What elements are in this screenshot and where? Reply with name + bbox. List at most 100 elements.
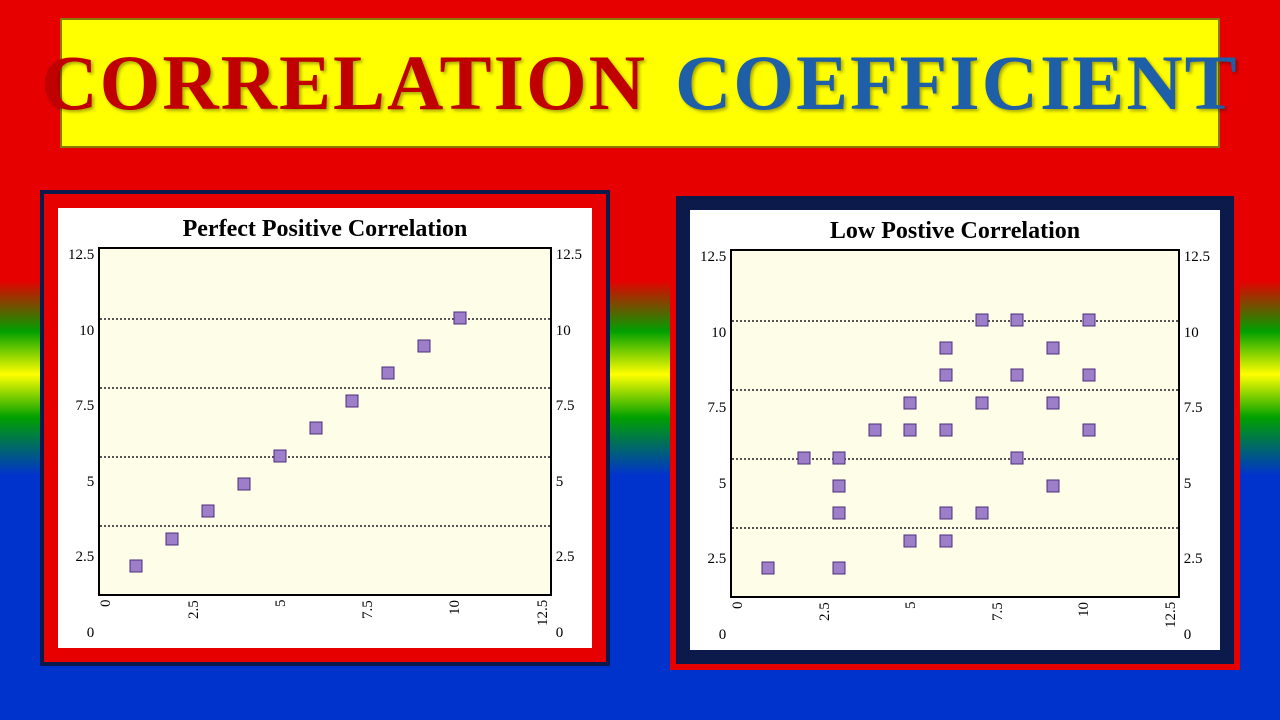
- y-tick-label: 2.5: [76, 549, 95, 566]
- y-tick-label: 0: [719, 627, 727, 644]
- y-tick-label: 0: [556, 625, 564, 642]
- y-tick-label: 7.5: [1184, 400, 1203, 417]
- scatter-marker: [1011, 314, 1024, 327]
- chart-left-plot-area: [98, 247, 552, 596]
- title-banner: CORRELATION COEFFICIENT: [60, 18, 1220, 148]
- scatter-marker: [417, 339, 430, 352]
- chart-frame-right: Low Postive Correlation 12.5 10 7.5 5 2.5 0 0…: [670, 190, 1240, 670]
- chart-left-x-axis: 0 2.5 5 7.5 10 12.5: [98, 596, 552, 642]
- x-tick-label: 0: [98, 600, 115, 642]
- y-tick-label: 2.5: [556, 549, 575, 566]
- chart-left-y-axis-left: 12.5107.552.50: [64, 247, 98, 642]
- scatter-marker: [797, 452, 810, 465]
- scatter-marker: [453, 312, 466, 325]
- y-tick-label: 10: [79, 323, 94, 340]
- chart-left-plot-center: 0 2.5 5 7.5 10 12.5: [98, 247, 552, 642]
- scatter-marker: [940, 534, 953, 547]
- scatter-marker: [904, 424, 917, 437]
- y-tick-label: 12.5: [556, 247, 582, 264]
- y-tick-label: 10: [1184, 325, 1199, 342]
- y-tick-label: 12.5: [1184, 249, 1210, 266]
- scatter-marker: [975, 507, 988, 520]
- scatter-marker: [940, 507, 953, 520]
- gridline: [100, 318, 550, 320]
- chart-right-title: Low Postive Correlation: [690, 210, 1220, 249]
- y-tick-label: 0: [1184, 627, 1192, 644]
- y-tick-label: 10: [556, 323, 571, 340]
- scatter-marker: [1082, 424, 1095, 437]
- gridline: [100, 525, 550, 527]
- scatter-marker: [904, 534, 917, 547]
- y-tick-label: 2.5: [708, 551, 727, 568]
- scatter-marker: [310, 422, 323, 435]
- gridline: [732, 527, 1178, 529]
- x-tick-label: 5: [273, 600, 290, 642]
- chart-card-right: Low Postive Correlation 12.5 10 7.5 5 2.5 0 0…: [690, 210, 1220, 650]
- scatter-marker: [1011, 369, 1024, 382]
- scatter-marker: [975, 314, 988, 327]
- title-word-2: COEFFICIENT: [675, 38, 1239, 128]
- x-tick-label: 7.5: [990, 602, 1007, 644]
- scatter-marker: [1047, 396, 1060, 409]
- y-tick-label: 5: [556, 474, 564, 491]
- chart-right-plot-zone: 12.5 10 7.5 5 2.5 0 0 2.5 5 7.5 10 12.5 12.5 10 7.5 5…: [690, 249, 1220, 650]
- y-tick-label: 5: [87, 474, 95, 491]
- scatter-marker: [761, 562, 774, 575]
- scatter-marker: [940, 424, 953, 437]
- scatter-marker: [345, 394, 358, 407]
- chart-left-plot-zone: 12.5 10 7.5 5 2.5 0 0 2.5 5 7.5 10 12.5 12.5 10 7.5 5…: [58, 247, 592, 648]
- scatter-marker: [868, 424, 881, 437]
- scatter-marker: [1011, 452, 1024, 465]
- gridline: [732, 320, 1178, 322]
- scatter-marker: [381, 367, 394, 380]
- scatter-marker: [1047, 479, 1060, 492]
- scatter-marker: [940, 369, 953, 382]
- x-tick-label: 2.5: [817, 602, 834, 644]
- chart-right-y-axis-left: 12.5 10 7.5 5 2.5 0: [696, 249, 730, 644]
- chart-right-x-axis: 0 2.5 5 7.5 10 12.5: [730, 598, 1180, 644]
- chart-left-y-axis-right: 12.5 10 7.5 5 2.5 0: [552, 247, 586, 642]
- chart-left-title: Perfect Positive Correlation: [58, 208, 592, 247]
- chart-right-plot-area: [730, 249, 1180, 598]
- scatter-marker: [1082, 369, 1095, 382]
- chart-right-plot-center: 0 2.5 5 7.5 10 12.5: [730, 249, 1180, 644]
- charts-row: Perfect Positive Correlation 12.5 10 7.5 5 2…: [40, 190, 1240, 690]
- y-tick-label: 7.5: [708, 400, 727, 417]
- y-tick-label: 10: [711, 325, 726, 342]
- scatter-marker: [166, 532, 179, 545]
- gridline: [100, 387, 550, 389]
- scatter-marker: [1047, 341, 1060, 354]
- chart-right-y-axis-right: 12.5 10 7.5 5 2.5 0: [1180, 249, 1214, 644]
- scatter-marker: [904, 396, 917, 409]
- scatter-marker: [940, 341, 953, 354]
- y-tick-label: 5: [1184, 476, 1192, 493]
- chart-card-left: Perfect Positive Correlation 12.5 10 7.5 5 2…: [58, 208, 592, 648]
- y-tick-label: 7.5: [556, 398, 575, 415]
- scatter-marker: [238, 477, 251, 490]
- scatter-marker: [833, 507, 846, 520]
- scatter-marker: [833, 479, 846, 492]
- x-tick-label: 7.5: [360, 600, 377, 642]
- chart-frame-left: Perfect Positive Correlation 12.5 10 7.5 5 2…: [40, 190, 610, 666]
- x-tick-label: 10: [447, 600, 464, 642]
- x-tick-label: 12.5: [535, 600, 552, 642]
- title-word-1: CORRELATION: [41, 38, 647, 128]
- y-tick-label: 2.5: [1184, 551, 1203, 568]
- x-tick-label: 12.5: [1163, 602, 1180, 644]
- scatter-marker: [1082, 314, 1095, 327]
- scatter-marker: [975, 396, 988, 409]
- y-tick-label: 12.5: [700, 249, 726, 266]
- scatter-marker: [833, 562, 846, 575]
- y-tick-label: 12.5: [68, 247, 94, 264]
- scatter-marker: [833, 452, 846, 465]
- x-tick-label: 5: [903, 602, 920, 644]
- scatter-marker: [130, 560, 143, 573]
- x-tick-label: 2.5: [186, 600, 203, 642]
- y-tick-label: 5: [719, 476, 727, 493]
- x-tick-label: 0: [730, 602, 747, 644]
- gridline: [100, 456, 550, 458]
- scatter-marker: [274, 450, 287, 463]
- x-tick-label: 10: [1076, 602, 1093, 644]
- y-tick-label: 7.5: [76, 398, 95, 415]
- scatter-marker: [202, 505, 215, 518]
